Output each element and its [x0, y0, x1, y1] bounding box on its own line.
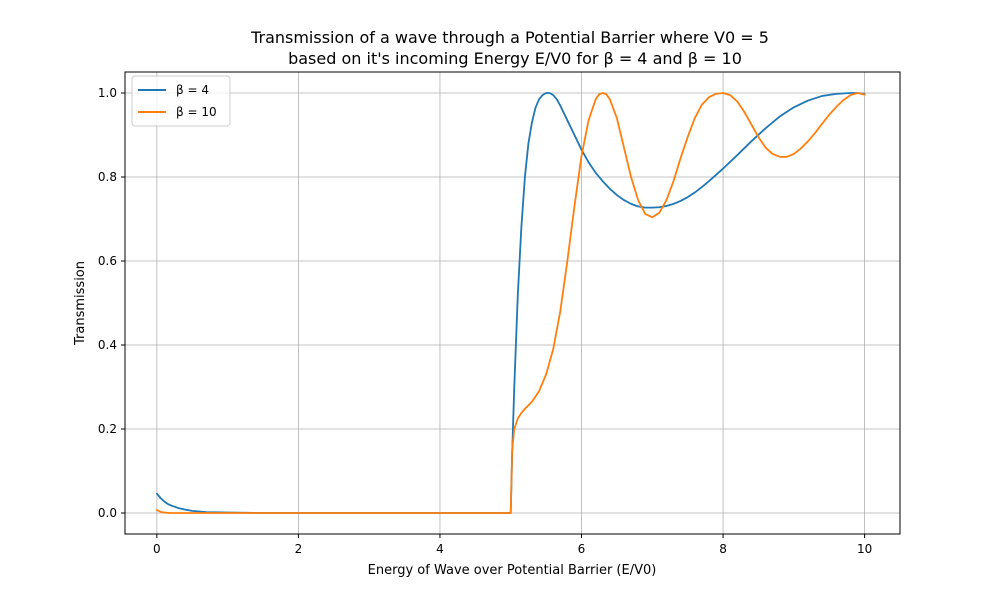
series-line-1	[155, 92, 866, 514]
y-tick-label: 0.8	[98, 170, 117, 184]
x-tick-label: 4	[436, 542, 444, 556]
x-tick-label: 6	[578, 542, 586, 556]
y-tick-label: 0.2	[98, 422, 117, 436]
y-tick-label: 0.6	[98, 254, 117, 268]
y-ticks: 0.0 0.2 0.4 0.6 0.8 1.0	[98, 86, 125, 520]
legend-label-beta-10: β = 10	[176, 105, 217, 119]
series-lines	[155, 92, 866, 514]
series-line-0	[155, 92, 866, 514]
legend-box	[131, 75, 231, 127]
chart-title-line-1: Transmission of a wave through a Potenti…	[250, 28, 769, 47]
y-tick-label: 1.0	[98, 86, 117, 100]
y-tick-label: 0.0	[98, 506, 117, 520]
x-axis-label: Energy of Wave over Potential Barrier (E…	[368, 563, 657, 578]
chart-title-line-2: based on it's incoming Energy E/V0 for β…	[288, 49, 742, 68]
x-tick-label: 8	[719, 542, 727, 556]
x-ticks: 0 2 4 6 8 10	[153, 534, 872, 556]
plot-frame	[124, 71, 901, 535]
x-tick-label: 10	[857, 542, 872, 556]
legend-label-beta-4: β = 4	[176, 83, 209, 97]
y-tick-label: 0.4	[98, 338, 117, 352]
y-axis-label: Transmission	[73, 261, 88, 346]
legend: β = 4 β = 10	[131, 75, 231, 127]
x-tick-label: 0	[153, 542, 161, 556]
x-tick-label: 2	[295, 542, 303, 556]
